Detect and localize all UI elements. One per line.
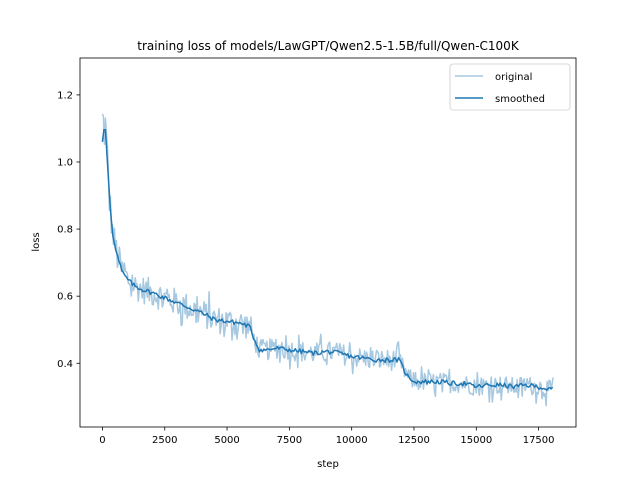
x-tick-label: 5000 xyxy=(214,435,239,446)
y-tick-label: 0.4 xyxy=(57,359,73,370)
legend: original smoothed xyxy=(449,63,571,111)
series-smoothed-line xyxy=(101,129,554,391)
x-tick-label: 12500 xyxy=(398,435,430,446)
x-tick-label: 2500 xyxy=(152,435,177,446)
y-tick-label: 1.0 xyxy=(57,157,73,168)
y-tick-label: 0.8 xyxy=(57,225,73,236)
series-original-line xyxy=(101,113,554,407)
x-tick-label: 17500 xyxy=(523,435,555,446)
x-tick-label: 7500 xyxy=(277,435,302,446)
legend-label-smoothed: smoothed xyxy=(495,94,545,105)
x-tick-label: 0 xyxy=(99,435,105,446)
y-axis-label: loss xyxy=(31,232,42,251)
y-tick-label: 1.2 xyxy=(57,90,73,101)
chart-title: training loss of models/LawGPT/Qwen2.5-1… xyxy=(137,39,520,53)
y-axis-ticks: 0.4 0.6 0.8 1.0 1.2 xyxy=(57,90,80,370)
legend-label-original: original xyxy=(495,72,532,83)
x-tick-label: 15000 xyxy=(460,435,492,446)
axes-frame xyxy=(79,57,577,428)
y-tick-label: 0.6 xyxy=(57,292,73,303)
x-axis-ticks: 0 2500 5000 7500 10000 12500 15000 17500 xyxy=(99,427,555,446)
x-tick-label: 10000 xyxy=(336,435,368,446)
x-axis-label: step xyxy=(317,459,339,470)
